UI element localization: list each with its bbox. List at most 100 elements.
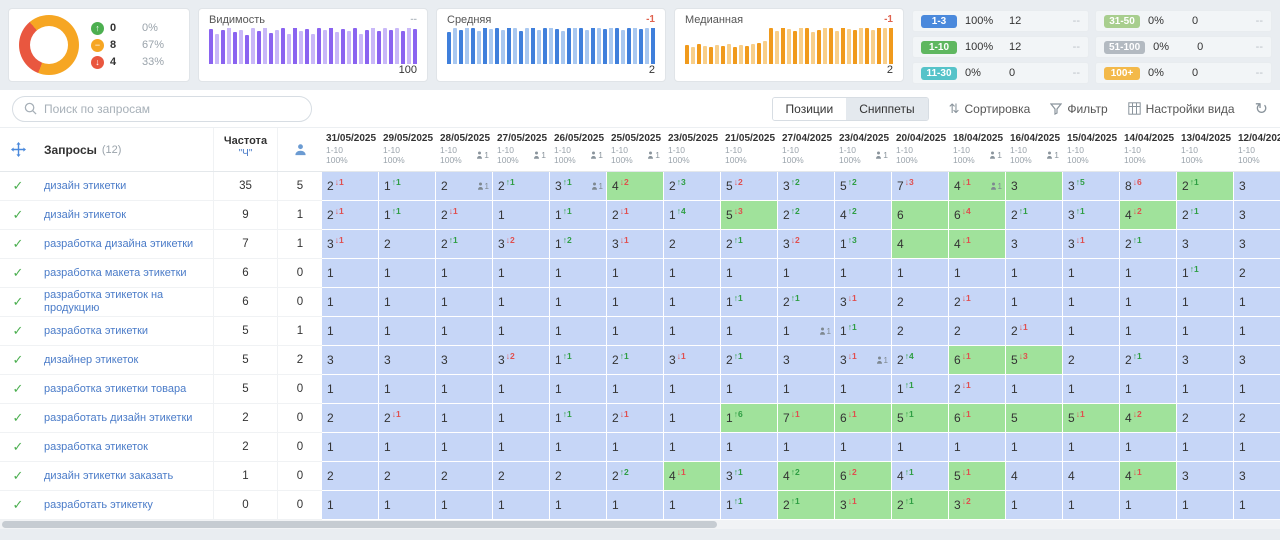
- position-cell[interactable]: 3: [1006, 230, 1063, 259]
- position-cell[interactable]: 7 ↓1: [778, 404, 835, 433]
- date-column-header[interactable]: 15/04/2025 1-10 100%: [1063, 128, 1120, 171]
- position-cell[interactable]: 3: [1234, 230, 1280, 259]
- position-cell[interactable]: 5 ↓3: [721, 201, 778, 230]
- row-check-icon[interactable]: ✓: [0, 375, 36, 404]
- position-cell[interactable]: 1: [892, 259, 949, 288]
- position-cell[interactable]: 3 ↓1: [607, 230, 664, 259]
- position-cell[interactable]: 1: [322, 317, 379, 346]
- position-cell[interactable]: 1: [1177, 288, 1234, 317]
- date-column-header[interactable]: 31/05/2025 1-10 100%: [322, 128, 379, 171]
- queries-column-header[interactable]: Запросы (12): [36, 128, 214, 171]
- position-cell[interactable]: 4 ↑2: [835, 201, 892, 230]
- stat-row[interactable]: 1-10 100% 12 --: [912, 36, 1089, 58]
- position-cell[interactable]: 2: [379, 230, 436, 259]
- query-link[interactable]: дизайн этикетки: [36, 172, 214, 201]
- search-input[interactable]: [44, 101, 300, 116]
- position-cell[interactable]: 1 ↑1: [550, 346, 607, 375]
- position-cell[interactable]: 3 ↑1 1: [550, 172, 607, 201]
- position-cell[interactable]: 2 ↑1: [1006, 201, 1063, 230]
- query-link[interactable]: разработка этикетки: [36, 317, 214, 346]
- position-cell[interactable]: 2: [664, 230, 721, 259]
- position-cell[interactable]: 1: [1006, 259, 1063, 288]
- position-cell[interactable]: 4 ↓1: [949, 230, 1006, 259]
- date-column-header[interactable]: 27/04/2025 1-10 100%: [778, 128, 835, 171]
- position-cell[interactable]: 1: [493, 375, 550, 404]
- position-cell[interactable]: 1 ↑4: [664, 201, 721, 230]
- position-cell[interactable]: 2: [1234, 404, 1280, 433]
- position-cell[interactable]: 1: [1063, 259, 1120, 288]
- position-cell[interactable]: 1: [379, 259, 436, 288]
- position-cell[interactable]: 4 ↓2: [1120, 201, 1177, 230]
- position-cell[interactable]: 1: [1120, 491, 1177, 520]
- position-cell[interactable]: 1: [322, 491, 379, 520]
- position-cell[interactable]: 3: [436, 346, 493, 375]
- position-cell[interactable]: 5 ↓2: [721, 172, 778, 201]
- position-cell[interactable]: 3 ↑1: [721, 462, 778, 491]
- refresh-icon[interactable]: ↻: [1254, 100, 1268, 118]
- position-cell[interactable]: 4 ↓1: [664, 462, 721, 491]
- position-cell[interactable]: 4: [892, 230, 949, 259]
- position-cell[interactable]: 1 ↑1: [721, 288, 778, 317]
- position-cell[interactable]: 1: [379, 317, 436, 346]
- row-check-icon[interactable]: ✓: [0, 288, 36, 317]
- position-cell[interactable]: 2 ↑1: [778, 288, 835, 317]
- position-cell[interactable]: 2 ↑1: [1177, 172, 1234, 201]
- position-cell[interactable]: 1: [607, 375, 664, 404]
- position-cell[interactable]: 2 ↑1: [721, 346, 778, 375]
- position-cell[interactable]: 1: [607, 433, 664, 462]
- filter-button[interactable]: Фильтр: [1050, 102, 1108, 116]
- position-cell[interactable]: 2 ↓1: [379, 404, 436, 433]
- position-cell[interactable]: 1: [1120, 259, 1177, 288]
- position-cell[interactable]: 3: [1234, 462, 1280, 491]
- position-cell[interactable]: 1 ↑1: [379, 201, 436, 230]
- position-cell[interactable]: 3 ↓1: [1063, 230, 1120, 259]
- row-check-icon[interactable]: ✓: [0, 404, 36, 433]
- position-cell[interactable]: 1: [493, 259, 550, 288]
- position-cell[interactable]: 7 ↓3: [892, 172, 949, 201]
- position-cell[interactable]: 1 ↑1: [835, 317, 892, 346]
- position-cell[interactable]: 1: [436, 433, 493, 462]
- query-link[interactable]: разработка этикетки товара: [36, 375, 214, 404]
- position-cell[interactable]: 2: [1063, 346, 1120, 375]
- query-link[interactable]: дизайнер этикеток: [36, 346, 214, 375]
- date-column-header[interactable]: 28/05/2025 1-10 100% 1: [436, 128, 493, 171]
- query-link[interactable]: дизайн этикеток: [36, 201, 214, 230]
- date-column-header[interactable]: 26/05/2025 1-10 100% 1: [550, 128, 607, 171]
- position-cell[interactable]: 1: [664, 317, 721, 346]
- position-cell[interactable]: 2 ↑2: [778, 201, 835, 230]
- stat-row[interactable]: 31-50 0% 0 --: [1095, 10, 1272, 32]
- query-link[interactable]: дизайн этикетки заказать: [36, 462, 214, 491]
- position-cell[interactable]: 1 ↑1: [721, 491, 778, 520]
- date-column-header[interactable]: 14/04/2025 1-10 100%: [1120, 128, 1177, 171]
- position-cell[interactable]: 2 ↓1: [436, 201, 493, 230]
- scrollbar-thumb[interactable]: [2, 521, 717, 528]
- position-cell[interactable]: 1 ↑1: [1177, 259, 1234, 288]
- position-cell[interactable]: 6 ↓1: [949, 404, 1006, 433]
- query-link[interactable]: разработка дизайна этикетки: [36, 230, 214, 259]
- position-cell[interactable]: 1: [835, 433, 892, 462]
- position-cell[interactable]: 1: [1120, 375, 1177, 404]
- position-cell[interactable]: 2 ↑4: [892, 346, 949, 375]
- position-cell[interactable]: 3 ↓1: [664, 346, 721, 375]
- position-cell[interactable]: 2 ↑1: [493, 172, 550, 201]
- position-cell[interactable]: 1: [721, 433, 778, 462]
- sort-button[interactable]: ⇅ Сортировка: [949, 101, 1031, 117]
- position-cell[interactable]: 1: [436, 288, 493, 317]
- position-cell[interactable]: 1: [1063, 317, 1120, 346]
- position-cell[interactable]: 2: [550, 462, 607, 491]
- position-cell[interactable]: 1: [436, 491, 493, 520]
- query-link[interactable]: разработка макета этикетки: [36, 259, 214, 288]
- position-cell[interactable]: 1: [664, 288, 721, 317]
- position-cell[interactable]: 1: [1006, 491, 1063, 520]
- position-cell[interactable]: 2 ↑3: [664, 172, 721, 201]
- position-cell[interactable]: 1: [379, 491, 436, 520]
- position-cell[interactable]: 2 ↑1: [721, 230, 778, 259]
- position-cell[interactable]: 3: [1006, 172, 1063, 201]
- position-cell[interactable]: 1: [436, 404, 493, 433]
- position-cell[interactable]: 1: [778, 375, 835, 404]
- stat-row[interactable]: 1-3 100% 12 --: [912, 10, 1089, 32]
- position-cell[interactable]: 1: [1006, 375, 1063, 404]
- position-cell[interactable]: 1: [322, 433, 379, 462]
- position-cell[interactable]: 5 ↓1: [1063, 404, 1120, 433]
- position-cell[interactable]: 1: [607, 288, 664, 317]
